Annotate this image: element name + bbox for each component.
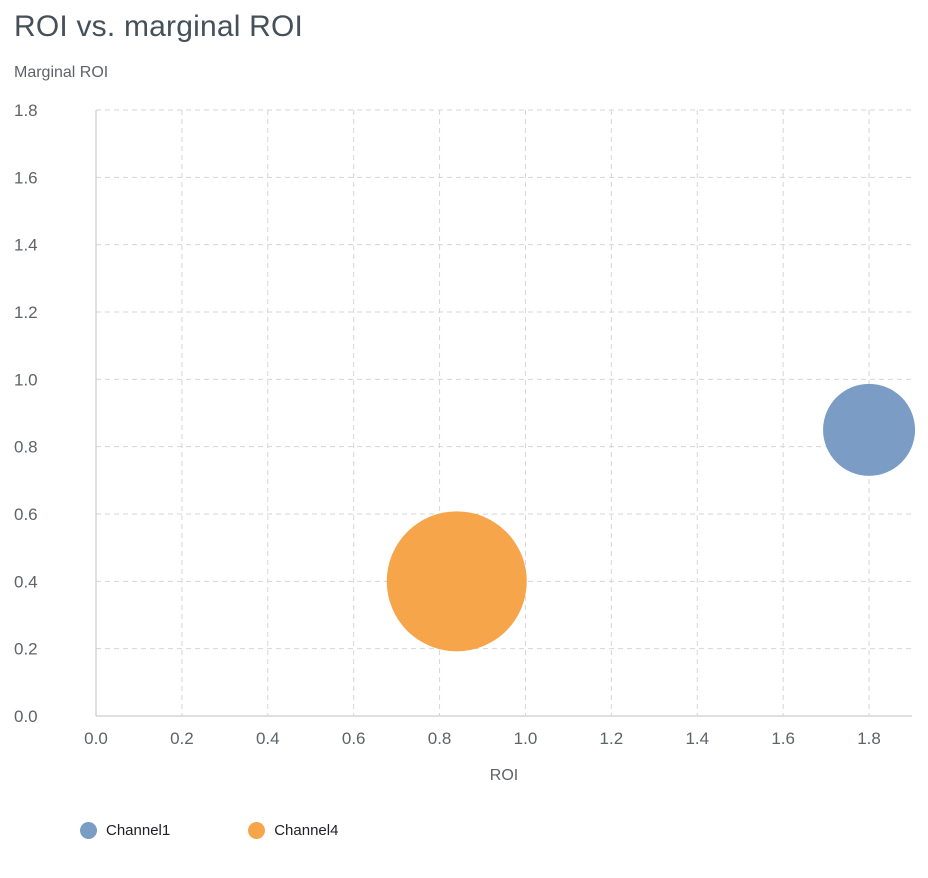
x-tick-label: 0.8 xyxy=(428,729,452,748)
legend-item-channel1[interactable]: Channel1 xyxy=(80,822,170,839)
x-axis-title: ROI xyxy=(490,767,518,784)
y-tick-label: 0.4 xyxy=(14,572,38,591)
y-tick-label: 1.0 xyxy=(14,370,38,389)
x-tick-label: 1.2 xyxy=(600,729,624,748)
x-tick-label: 1.8 xyxy=(857,729,881,748)
y-tick-label: 0.2 xyxy=(14,640,38,659)
y-tick-label: 1.2 xyxy=(14,303,38,322)
x-tick-label: 0.6 xyxy=(342,729,366,748)
x-tick-label: 0.0 xyxy=(84,729,108,748)
legend: Channel1 Channel4 xyxy=(0,822,928,839)
y-axis-title: Marginal ROI xyxy=(14,64,109,81)
y-tick-label: 1.4 xyxy=(14,236,38,255)
bubble-chart: 0.0 0.2 0.4 0.6 0.8 1.0 1.2 1.4 1.6 1.8 0.0 0.2 0.4 0… xyxy=(14,101,916,784)
x-tick-label: 1.0 xyxy=(514,729,538,748)
y-tick-label: 1.8 xyxy=(14,101,38,120)
legend-swatch-icon xyxy=(248,822,266,839)
legend-label: Channel4 xyxy=(274,822,339,839)
chart-title: ROI vs. marginal ROI xyxy=(14,10,304,43)
legend-swatch-icon xyxy=(80,822,97,839)
x-tick-label: 1.6 xyxy=(771,729,795,748)
bubble-channel1[interactable] xyxy=(823,383,916,476)
x-tick-label: 0.2 xyxy=(170,729,194,748)
legend-label: Channel1 xyxy=(106,822,171,839)
legend-item-channel4[interactable]: Channel4 xyxy=(248,822,338,839)
y-tick-label: 0.6 xyxy=(14,505,38,524)
y-tick-label: 1.6 xyxy=(14,168,38,187)
y-tick-label: 0.0 xyxy=(14,707,38,726)
bubble-channel4[interactable] xyxy=(386,511,527,652)
x-tick-label: 0.4 xyxy=(256,729,280,748)
x-tick-label: 1.4 xyxy=(685,729,709,748)
y-tick-label: 0.8 xyxy=(14,438,38,457)
